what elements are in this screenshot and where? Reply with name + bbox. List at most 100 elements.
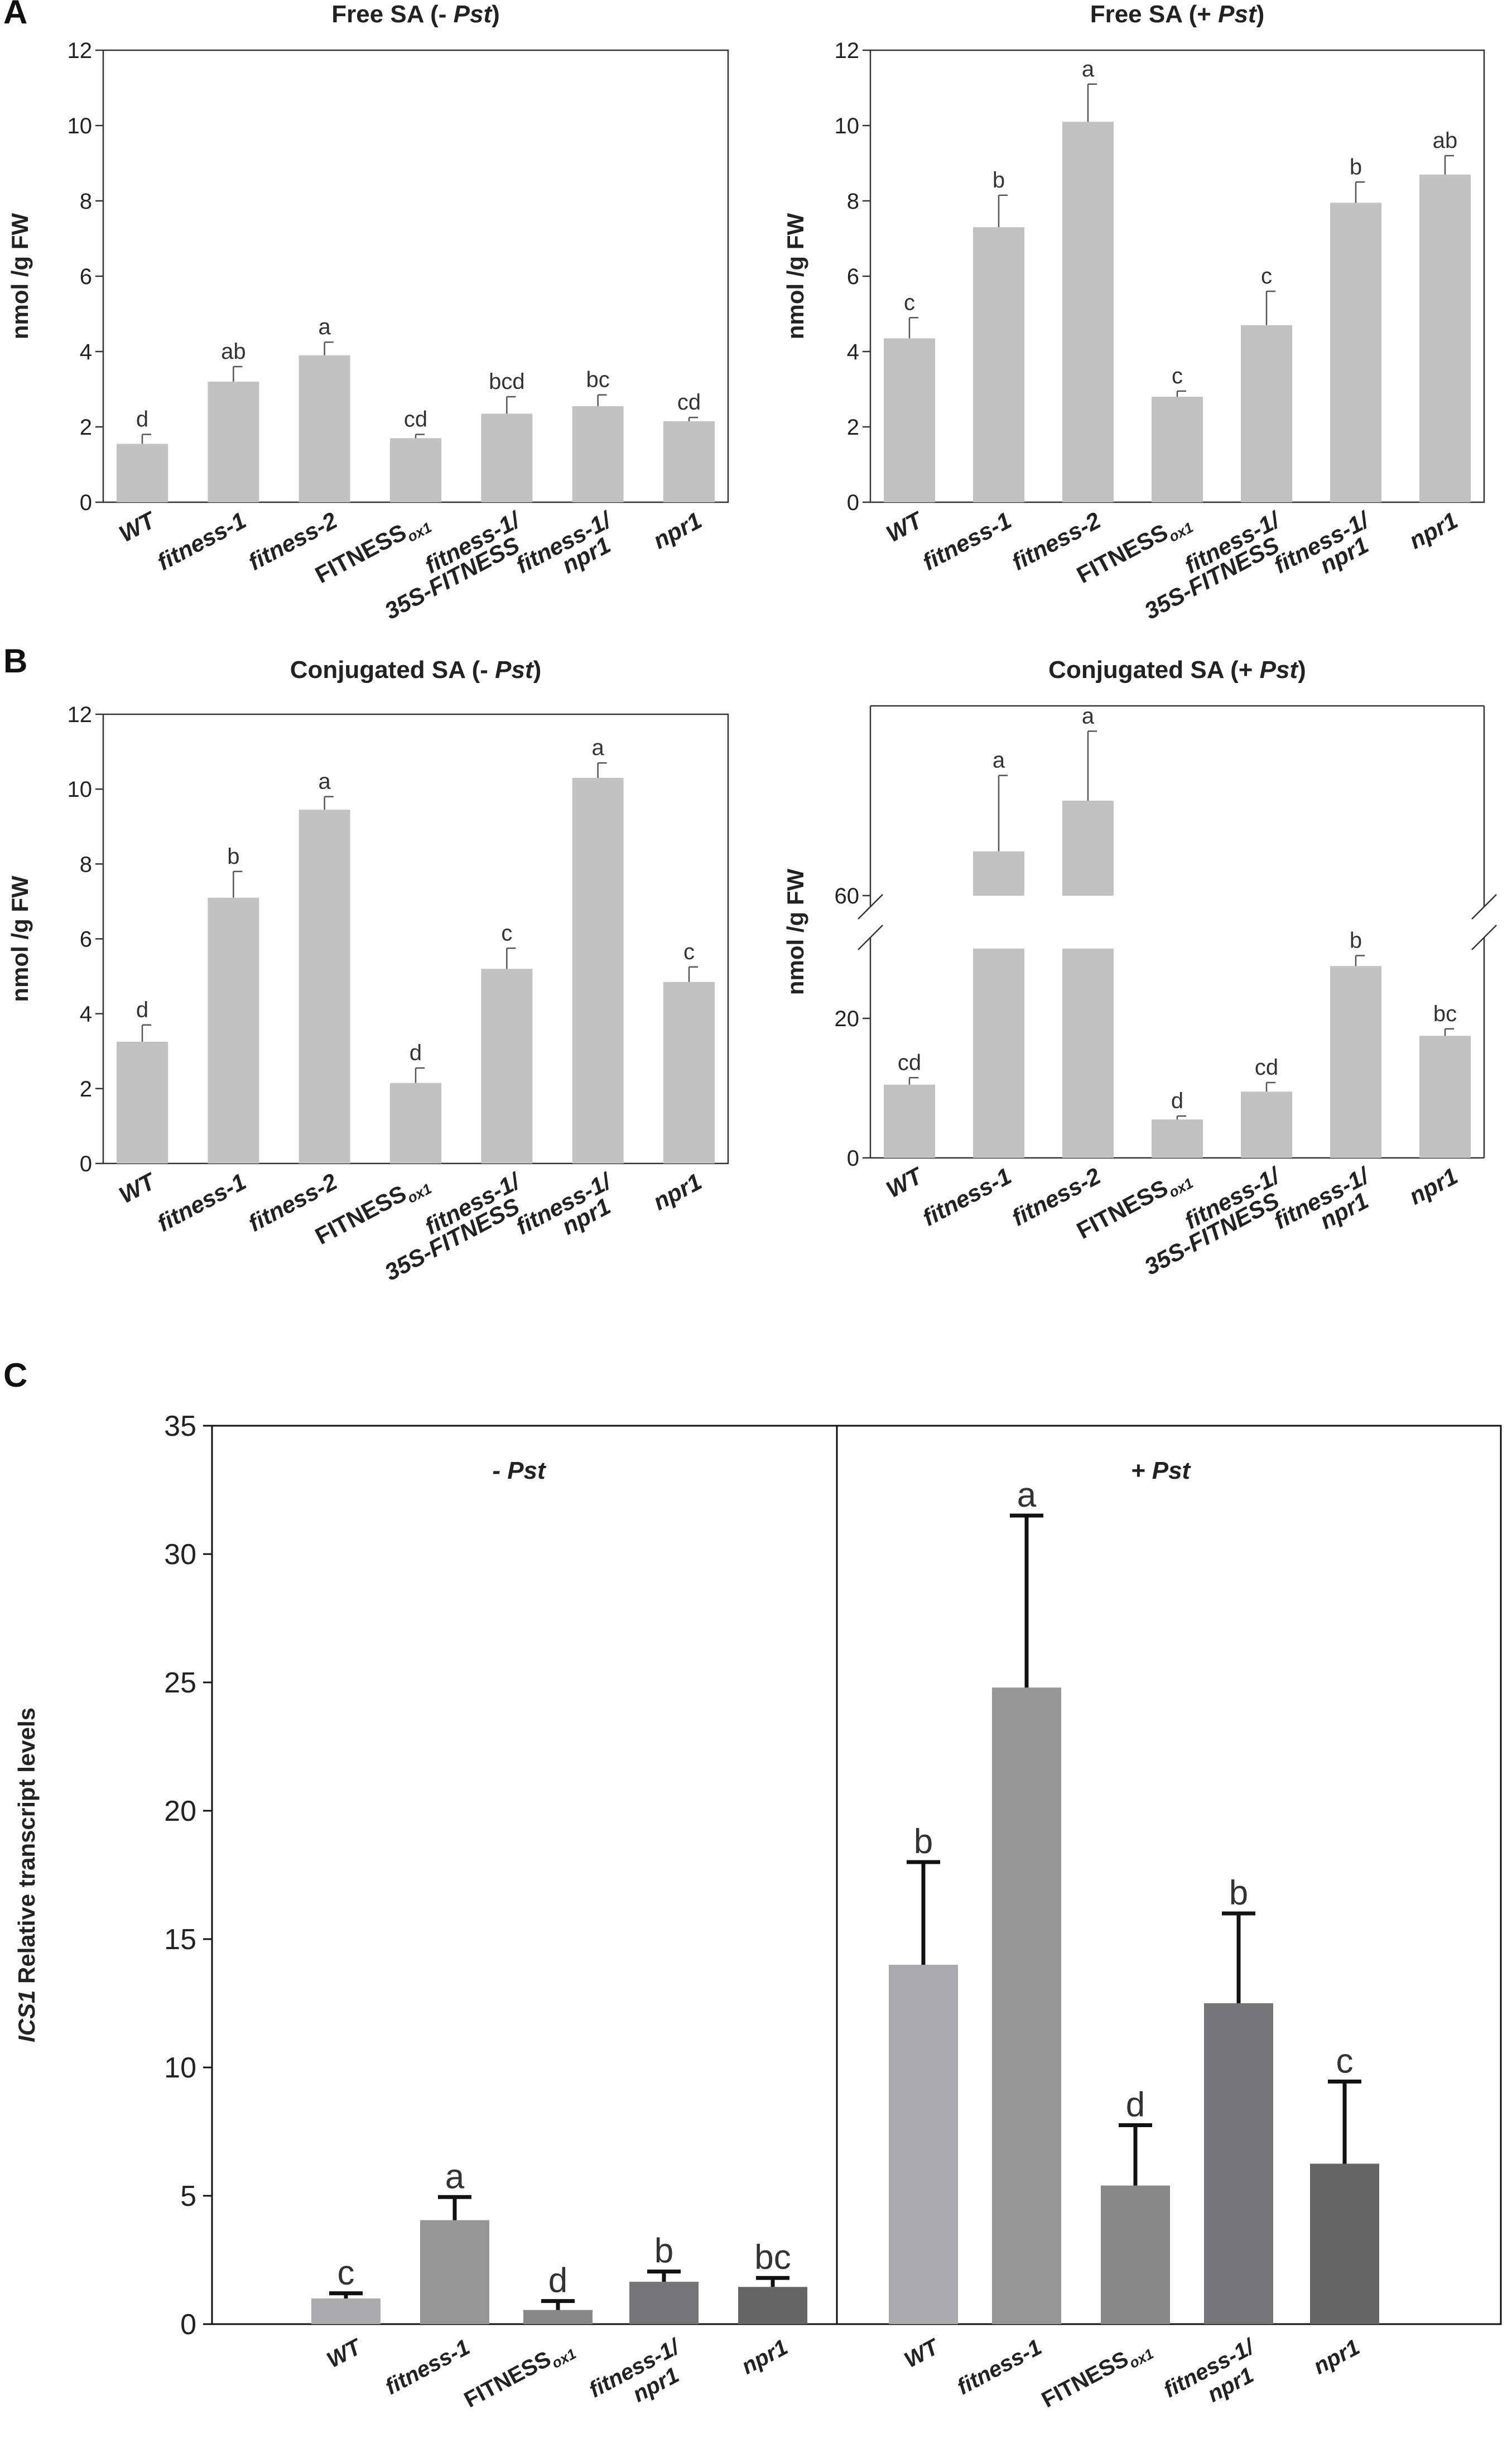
panel-label-b: B [3,642,27,680]
y-tick-label: 6 [80,264,92,289]
category-label: npr1 [649,1168,706,1215]
significance-letter: d [136,998,148,1022]
y-tick-label: 10 [164,2052,196,2084]
y-axis-label: nmol /g FW [7,213,33,340]
significance-letter: b [914,1822,933,1861]
bar [973,851,1024,896]
y-tick-label: 20 [164,1795,196,1827]
y-tick-label: 8 [847,189,859,214]
category-label: WT [882,506,928,547]
significance-letter: d [410,1041,422,1065]
y-tick-label: 6 [80,927,92,952]
y-tick-label: 0 [847,1146,859,1171]
y-tick-label: 60 [835,884,860,908]
significance-letter: c [501,921,512,945]
significance-letter: a [445,2157,465,2196]
bar [884,338,935,502]
y-axis-label: nmol /g FW [7,876,33,1002]
chart-B1: Conjugated SA (- Pst) nmol /g FW 0 2 4 6 8 10 12… [7,656,729,1286]
significance-letter: cd [1255,1055,1278,1080]
bar [629,2282,699,2324]
category-label: FITNESSox1 [460,2335,579,2416]
bar [523,2310,593,2324]
chart-A2: Free SA (+ Pst) nmol /g FW 0 2 4 6 8 10 12 c WT b fi… [782,1,1485,624]
chart-title-text: Free SA (- [331,1,453,28]
significance-letter: cd [898,1050,921,1075]
chart-C: 0 5 10 15 20 25 30 35 ICS1 Relative transcript l… [13,1410,1502,2416]
group-label: - Pst [492,1457,547,1484]
bar [973,227,1024,502]
bar [311,2298,381,2324]
chart-title: Free SA (+ Pst) [1090,1,1265,28]
category-label: fitness-1 [153,507,251,575]
y-axis-label: nmol /g FW [782,213,808,340]
significance-letter: bcd [489,369,525,394]
bar [1152,1119,1203,1158]
chart-title-italic: Pst [495,656,535,684]
group-label-italic: Pst [507,1457,547,1484]
panel-label-c: C [3,1357,27,1394]
y-tick-label: 4 [847,340,859,364]
bar [390,1083,441,1163]
chart-title-end: ) [1256,1,1265,28]
significance-letter: b [1229,1874,1248,1912]
significance-letter: a [1082,704,1095,728]
chart-title: Free SA (- Pst) [331,1,500,28]
y-tick-label: 35 [164,1410,196,1442]
axis-break-mark [858,894,883,920]
bar [572,778,624,1163]
significance-letter: b [993,168,1005,193]
y-tick-label: 2 [80,1077,92,1102]
chart-A1: Free SA (- Pst) nmol /g FW 0 2 4 6 8 10 12 d WT ab f… [7,1,729,624]
bar [663,421,715,502]
chart-title-end: ) [492,1,500,28]
bar [992,1687,1061,2324]
y-tick-label: 5 [180,2180,196,2213]
category-label: WT [901,2334,945,2373]
y-tick-label: 6 [847,264,859,289]
y-tick-label: 4 [80,340,92,364]
significance-letter: c [1172,364,1183,388]
category-label: fitness-1 [153,1168,251,1237]
bar [390,438,441,502]
category-label: fitness-1 [918,1162,1016,1231]
charts-layer: Free SA (- Pst)nmol /g FW024681012dWTabf… [7,1,1502,2416]
y-tick-label: 0 [847,490,859,515]
chart-title-text: Conjugated SA (- [290,656,495,684]
bar [420,2220,489,2324]
category-label: WT [115,506,161,547]
y-tick-label: 0 [180,2308,196,2341]
axis-break-mark [858,925,883,950]
category-label: WT [882,1162,928,1203]
bar [663,982,715,1163]
significance-letter: c [904,290,915,315]
group-label: + Pst [1131,1457,1192,1484]
category-label: fitness-1 [381,2335,474,2399]
chart-title-end: ) [533,656,542,684]
axis-break-mark [1471,925,1497,950]
bar [117,444,168,502]
significance-letter: c [683,940,695,964]
chart-title-end: ) [1298,656,1306,684]
category-label-main: FITNESS [1038,2346,1133,2412]
category-label: FITNESSox1 [1038,2335,1157,2416]
group-label-sign: - [492,1457,507,1484]
bar [1310,2163,1379,2324]
y-tick-label: 4 [80,1002,92,1027]
panel-label-a: A [3,0,27,31]
y-tick-label: 8 [80,189,92,214]
bar [208,382,259,502]
significance-letter: d [1171,1089,1183,1113]
significance-letter: bc [1433,1002,1457,1026]
significance-letter: c [1261,264,1272,288]
bar [884,1084,935,1158]
y-tick-label: 25 [164,1667,196,1699]
significance-letter: b [1350,929,1362,953]
y-tick-label: 2 [847,415,859,440]
bar [117,1041,168,1163]
y-axis-label: ICS1 Relative transcript levels [13,1708,40,2042]
y-tick-label: 8 [80,852,92,877]
significance-letter: b [654,2232,673,2271]
significance-letter: a [592,735,605,760]
bar [208,897,259,1163]
